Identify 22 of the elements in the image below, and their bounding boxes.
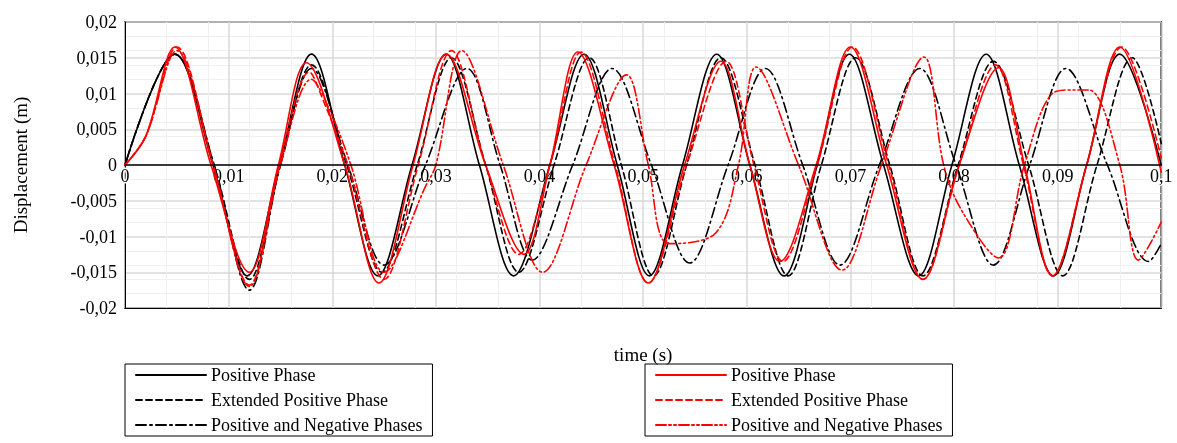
y-tick-label: -0,01 bbox=[79, 226, 117, 247]
legend-label: Extended Positive Phase bbox=[211, 390, 388, 410]
y-tick-label: 0,01 bbox=[85, 83, 117, 104]
y-tick-label: -0,005 bbox=[70, 190, 117, 211]
y-tick-label: -0,02 bbox=[79, 298, 117, 318]
y-tick-label: 0,005 bbox=[76, 119, 117, 140]
legend-label: Positive Phase bbox=[211, 365, 316, 385]
y-axis-title: Displacement (m) bbox=[10, 96, 32, 234]
y-tick-label: 0,02 bbox=[85, 12, 117, 32]
legend-label: Positive and Negative Phases bbox=[731, 415, 943, 435]
legend-label: Positive Phase bbox=[731, 365, 836, 385]
y-tick-label: 0,015 bbox=[76, 47, 117, 68]
x-tick-label: 0,02 bbox=[316, 166, 348, 186]
x-tick-label: 0,03 bbox=[420, 166, 452, 186]
x-tick-label: 0,05 bbox=[627, 166, 659, 186]
x-tick-label: 0,09 bbox=[1041, 166, 1074, 186]
y-tick-label: -0,015 bbox=[70, 262, 117, 283]
legend-label: Extended Positive Phase bbox=[731, 390, 908, 410]
x-axis-title: time (s) bbox=[613, 344, 673, 366]
legend-label: Positive and Negative Phases bbox=[211, 415, 423, 435]
x-tick-label: 0,07 bbox=[834, 166, 867, 186]
x-tick-label: 0,1 bbox=[1150, 166, 1173, 186]
